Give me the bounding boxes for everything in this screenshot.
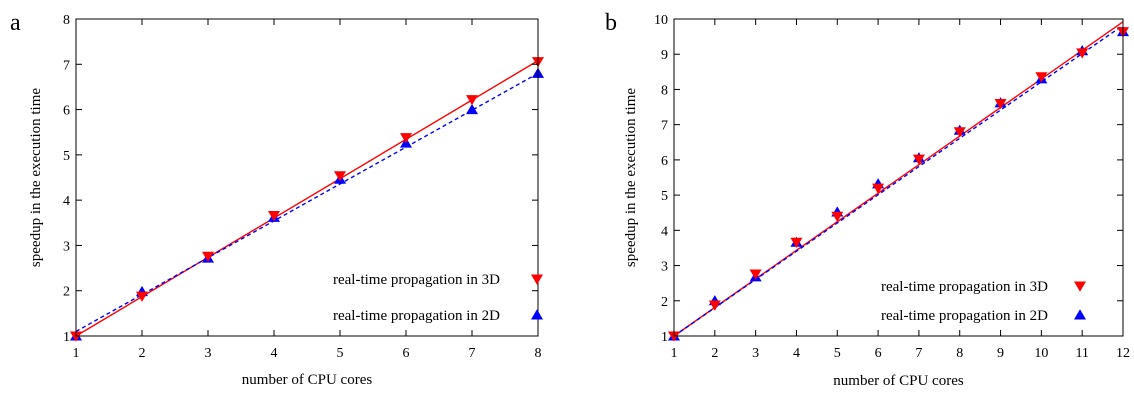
legend: real-time propagation in 3D real-time pro… bbox=[333, 272, 543, 324]
legend-entry-label: real-time propagation in 3D bbox=[333, 272, 500, 288]
plot-frame bbox=[75, 18, 539, 337]
x-tick-label: 4 bbox=[793, 346, 800, 361]
data-point bbox=[268, 211, 280, 222]
x-axis-label: number of CPU cores bbox=[242, 372, 373, 388]
data-point bbox=[202, 251, 214, 262]
y-tick-label: 8 bbox=[661, 83, 668, 98]
y-tick-label: 7 bbox=[63, 58, 70, 73]
y-tick-label: 9 bbox=[661, 48, 668, 63]
legend-marker bbox=[531, 309, 543, 320]
x-tick-label: 6 bbox=[875, 346, 882, 361]
x-tick-label: 10 bbox=[1034, 346, 1048, 361]
x-tick-label: 7 bbox=[469, 346, 476, 361]
x-tick-label: 3 bbox=[752, 346, 759, 361]
y-tick-label: 2 bbox=[661, 295, 668, 310]
legend-entry-label: real-time propagation in 2D bbox=[333, 308, 500, 324]
data-point bbox=[872, 183, 885, 194]
x-tick-label: 12 bbox=[1116, 346, 1130, 361]
data-point bbox=[136, 291, 148, 302]
data-point bbox=[466, 95, 478, 106]
data-point bbox=[994, 99, 1007, 110]
data-point bbox=[1076, 48, 1089, 59]
data-point bbox=[334, 171, 346, 182]
data-point bbox=[912, 154, 925, 165]
y-tick-label: 7 bbox=[661, 119, 668, 134]
x-tick-label: 6 bbox=[403, 346, 410, 361]
y-tick-label: 6 bbox=[63, 104, 70, 119]
legend-entry-label: real-time propagation in 3D bbox=[881, 279, 1048, 295]
data-point bbox=[668, 331, 680, 342]
chart-panel-a: a 1 2 3 4 5 6 7 8 1 2 3 4 5 6 7 8 number of CPU cores spee… bbox=[10, 10, 544, 388]
legend-marker bbox=[1074, 281, 1086, 292]
x-tick-label: 8 bbox=[535, 346, 542, 361]
x-tick-label: 5 bbox=[337, 346, 344, 361]
legend-entry-label: real-time propagation in 2D bbox=[881, 308, 1048, 324]
x-tick-label: 3 bbox=[205, 346, 212, 361]
x-tick-label: 7 bbox=[915, 346, 922, 361]
legend-marker bbox=[531, 274, 543, 285]
y-axis-label: speedup in the execution time bbox=[28, 88, 44, 267]
series-line-1 bbox=[75, 60, 539, 337]
x-tick-label: 5 bbox=[834, 346, 841, 361]
y-tick-label: 6 bbox=[661, 154, 668, 169]
y-tick-label: 3 bbox=[63, 239, 70, 254]
y-tick-label: 3 bbox=[661, 260, 668, 275]
data-point bbox=[466, 103, 478, 115]
data-point bbox=[708, 300, 721, 311]
x-tick-label: 2 bbox=[711, 346, 718, 361]
x-tick-label: 9 bbox=[997, 346, 1004, 361]
data-point bbox=[400, 133, 412, 144]
y-tick-label: 4 bbox=[63, 194, 70, 209]
data-point bbox=[1035, 72, 1048, 83]
y-tick-label: 1 bbox=[661, 330, 668, 345]
data-point bbox=[749, 269, 762, 280]
y-tick-label: 10 bbox=[654, 13, 668, 28]
legend: real-time propagation in 3D real-time pro… bbox=[881, 279, 1086, 324]
data-point bbox=[831, 211, 844, 222]
y-tick-label: 5 bbox=[661, 189, 668, 204]
panel-label: b bbox=[605, 10, 617, 36]
plot-frame bbox=[673, 18, 1124, 337]
x-tick-label: 4 bbox=[271, 346, 278, 361]
x-tick-label: 1 bbox=[73, 346, 80, 361]
x-axis-label: number of CPU cores bbox=[833, 373, 964, 389]
y-tick-label: 1 bbox=[63, 330, 70, 345]
data-point bbox=[953, 127, 966, 138]
legend-marker bbox=[1074, 309, 1086, 320]
data-point bbox=[70, 331, 82, 342]
series-line-2 bbox=[75, 72, 539, 333]
y-axis-label: speedup in the execution time bbox=[623, 88, 639, 267]
data-point bbox=[790, 237, 803, 249]
x-tick-label: 8 bbox=[956, 346, 963, 361]
y-tick-label: 2 bbox=[63, 285, 70, 300]
x-tick-label: 2 bbox=[139, 346, 146, 361]
y-tick-label: 8 bbox=[63, 13, 70, 28]
panel-label: a bbox=[10, 10, 21, 36]
y-tick-label: 4 bbox=[661, 224, 668, 239]
x-tick-label: 11 bbox=[1075, 346, 1088, 361]
x-tick-label: 1 bbox=[671, 346, 678, 361]
y-tick-label: 5 bbox=[63, 149, 70, 164]
